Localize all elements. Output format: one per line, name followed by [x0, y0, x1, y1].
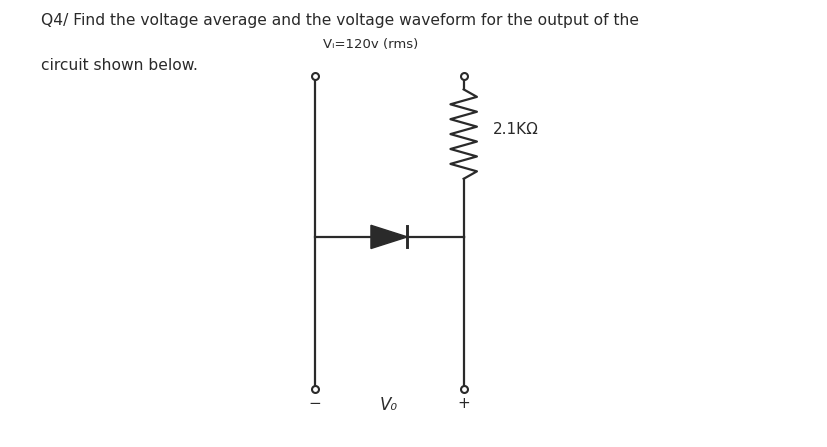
Text: Vᵢ=120v (rms): Vᵢ=120v (rms)	[323, 38, 418, 51]
Text: +: +	[457, 396, 470, 411]
Text: circuit shown below.: circuit shown below.	[41, 58, 198, 73]
Text: −: −	[308, 396, 321, 411]
Polygon shape	[370, 225, 407, 249]
Text: Q4/ Find the voltage average and the voltage waveform for the output of the: Q4/ Find the voltage average and the vol…	[41, 13, 638, 29]
Text: 2.1KΩ: 2.1KΩ	[492, 122, 538, 137]
Text: V₀: V₀	[380, 396, 398, 413]
